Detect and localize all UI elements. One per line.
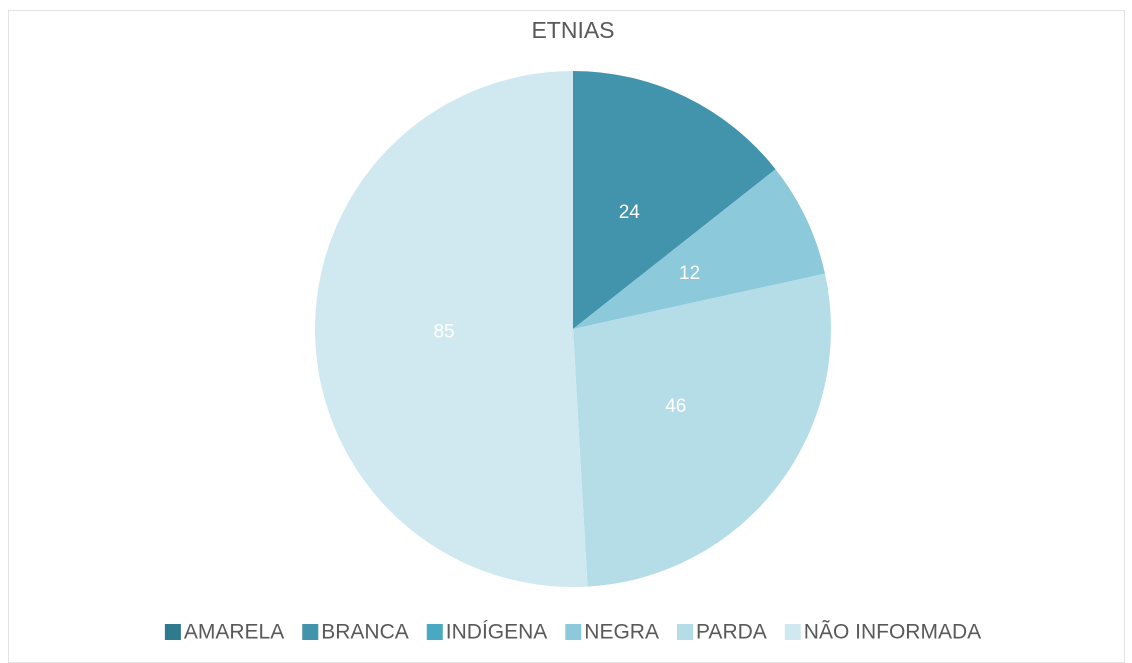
pie-slice xyxy=(315,71,588,587)
data-label: 85 xyxy=(433,322,454,343)
legend-swatch xyxy=(164,624,181,640)
legend-swatch xyxy=(302,624,319,640)
data-label: 24 xyxy=(619,202,641,223)
pie-slice xyxy=(573,71,776,329)
legend-label: NEGRA xyxy=(584,621,659,644)
legend-label: INDÍGENA xyxy=(446,621,548,644)
legend-swatch xyxy=(676,624,693,640)
legend-label: AMARELA xyxy=(184,621,284,644)
chart-title: ETNIAS xyxy=(531,17,614,43)
legend-label: PARDA xyxy=(696,621,767,644)
legend-swatch xyxy=(565,624,582,640)
legend-swatch xyxy=(784,624,801,640)
legend-label: BRANCA xyxy=(321,621,409,644)
data-label: 12 xyxy=(679,263,700,284)
data-label: 46 xyxy=(665,396,686,417)
legend-label: NÃO INFORMADA xyxy=(804,620,981,644)
pie-slice xyxy=(573,169,825,329)
pie-slice xyxy=(573,273,831,587)
legend-swatch xyxy=(426,624,443,640)
